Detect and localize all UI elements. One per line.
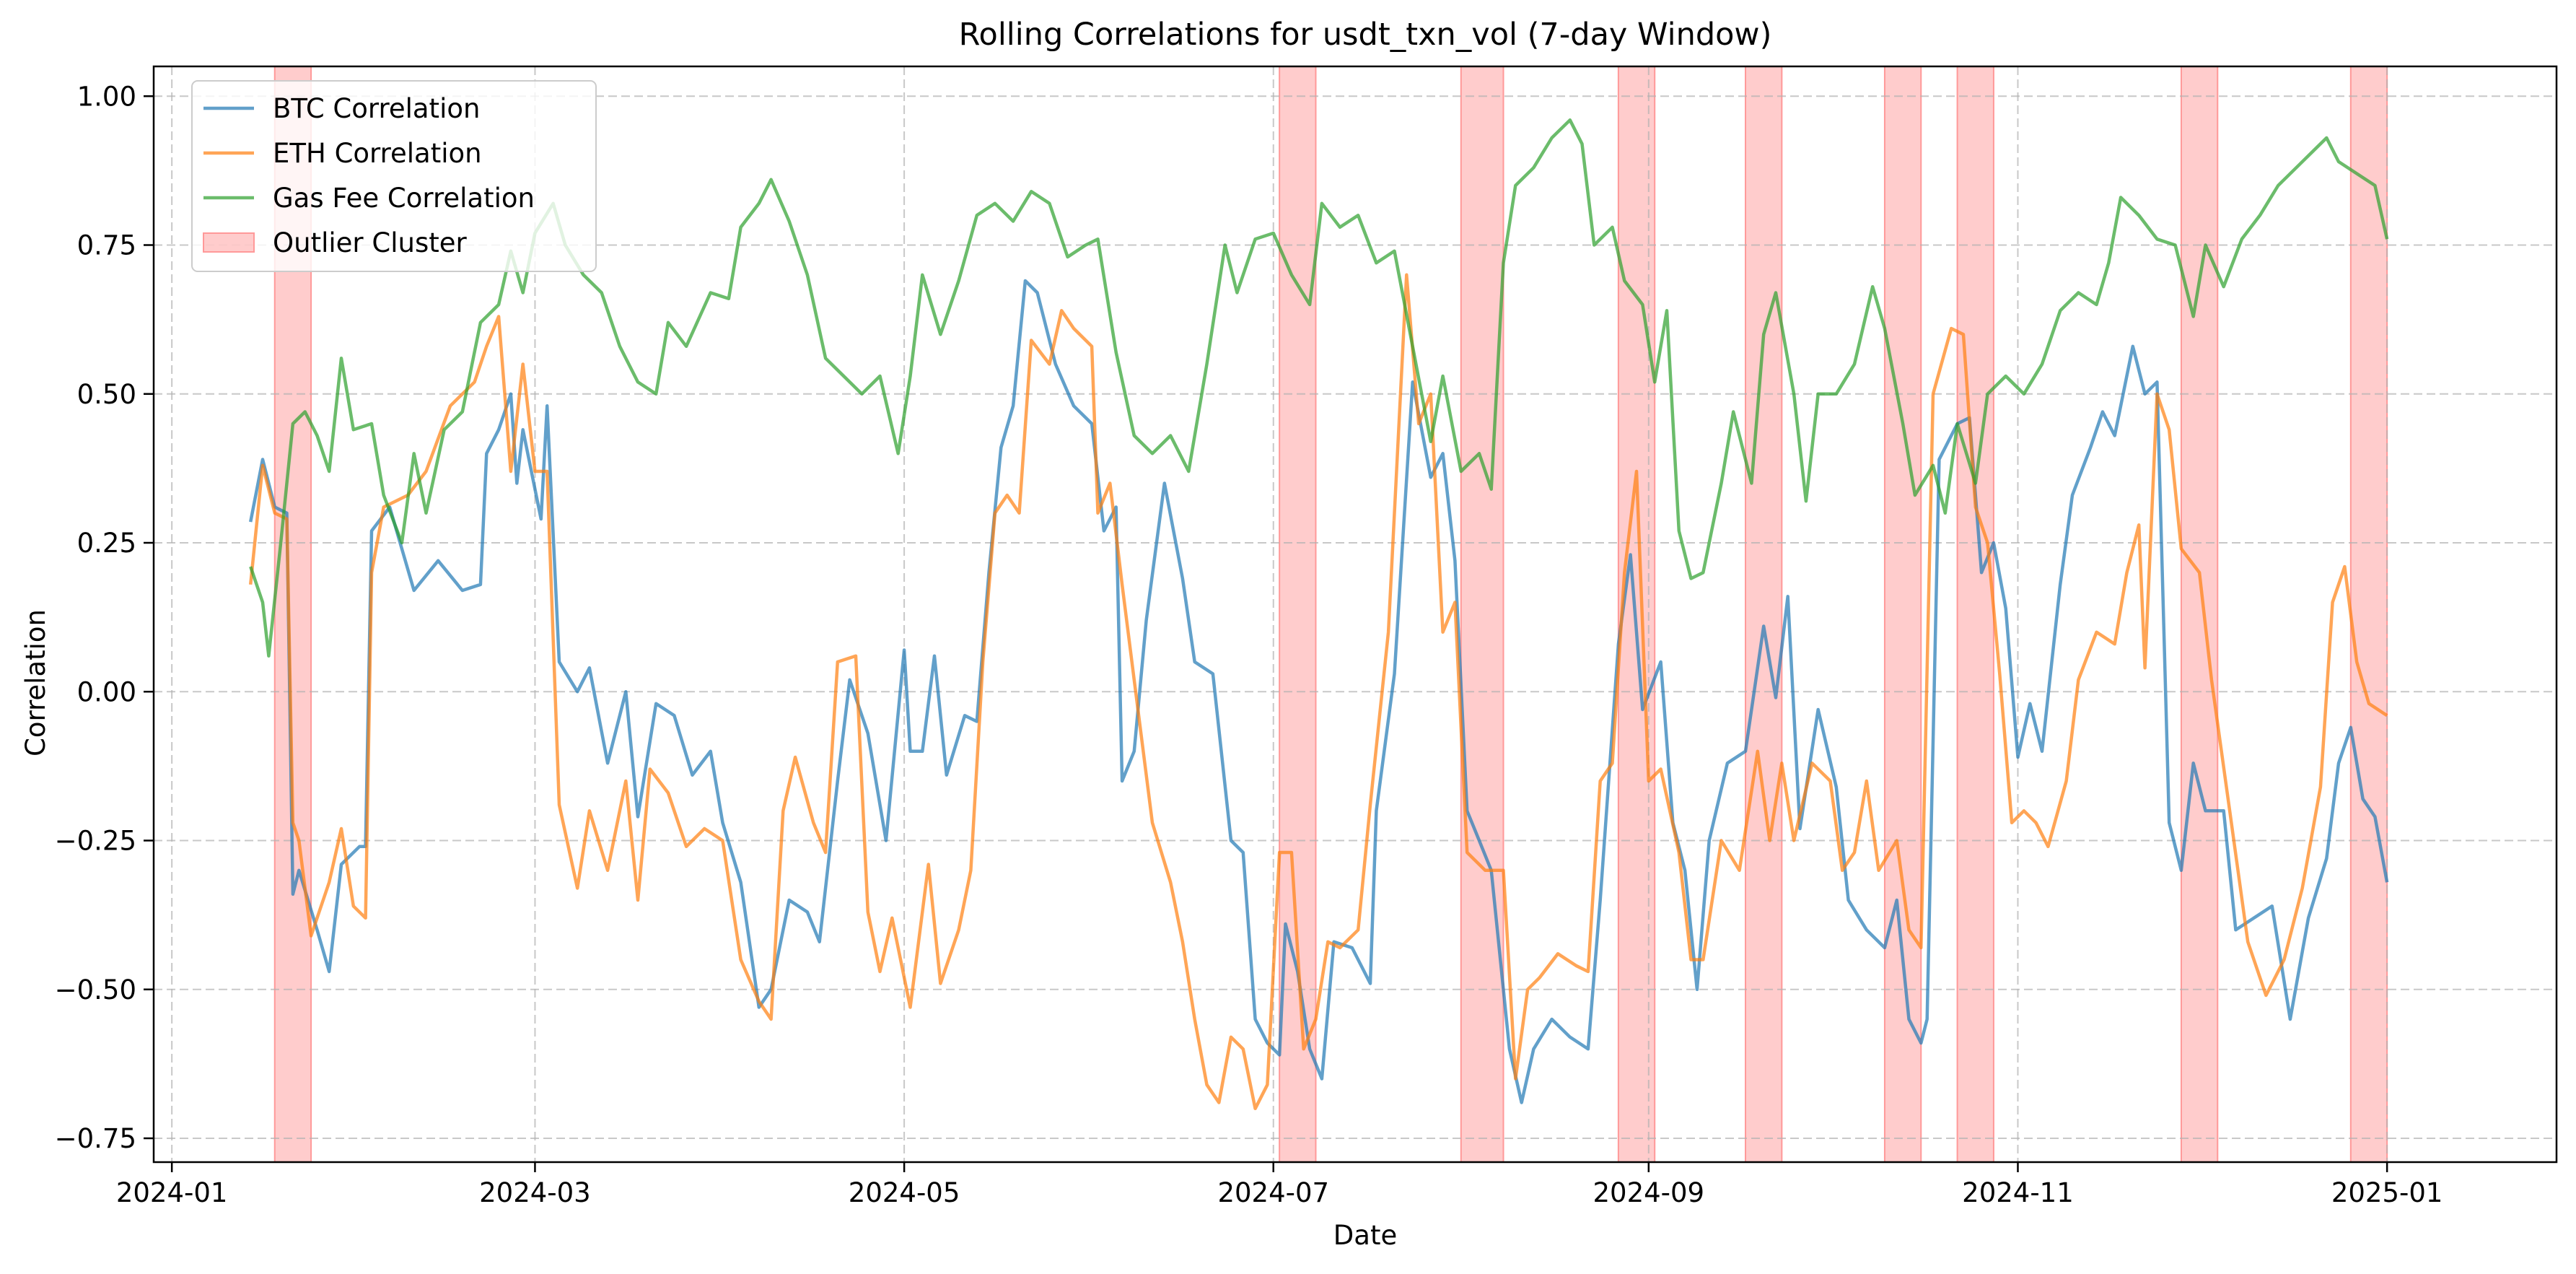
y-tick-label: −0.25 xyxy=(55,826,136,857)
y-tick-label: −0.50 xyxy=(55,974,136,1005)
legend: BTC Correlation ETH Correlation Gas Fee Co… xyxy=(191,80,597,272)
outlier-cluster-span xyxy=(1956,66,1994,1163)
plot-frame xyxy=(152,65,2558,1164)
outlier-cluster-span xyxy=(1279,66,1317,1163)
series-line xyxy=(248,273,2388,1111)
y-tick-label: 1.00 xyxy=(77,81,136,112)
y-tick-label: 0.00 xyxy=(77,676,136,707)
legend-swatch xyxy=(203,232,255,253)
legend-label: ETH Correlation xyxy=(273,138,482,169)
y-tick-label: 0.75 xyxy=(77,230,136,261)
x-tick-label: 2024-03 xyxy=(479,1177,591,1208)
y-tick-label: 0.50 xyxy=(77,379,136,410)
y-tick-label: 0.25 xyxy=(77,528,136,559)
legend-label: Gas Fee Correlation xyxy=(273,183,535,214)
outlier-cluster-span xyxy=(2180,66,2219,1163)
x-tick-label: 2024-05 xyxy=(849,1177,960,1208)
y-axis-ticks: −0.75 −0.50 −0.25 0.00 0.25 0.50 0.75 1.00 xyxy=(55,81,154,1154)
outlier-cluster-span xyxy=(2349,66,2388,1163)
legend-box xyxy=(191,80,597,272)
outlier-cluster-span xyxy=(1460,66,1504,1163)
x-tick-label: 2024-01 xyxy=(116,1177,228,1208)
x-tick-label: 2024-11 xyxy=(1962,1177,2074,1208)
x-axis-ticks: 2024-01 2024-03 2024-05 2024-07 2024-09 2024-… xyxy=(116,1162,2443,1208)
legend-label: BTC Correlation xyxy=(273,93,480,124)
series-line xyxy=(248,279,2389,1104)
chart-title: Rolling Correlations for usdt_txn_vol (7… xyxy=(959,17,1772,53)
legend-label: Outlier Cluster xyxy=(273,227,467,258)
x-tick-label: 2025-01 xyxy=(2331,1177,2443,1208)
x-tick-label: 2024-09 xyxy=(1593,1177,1705,1208)
x-tick-label: 2024-07 xyxy=(1217,1177,1329,1208)
outlier-cluster-span xyxy=(1883,66,1922,1163)
y-tick-label: −0.75 xyxy=(55,1123,136,1154)
outlier-cluster-span xyxy=(1745,66,1783,1163)
y-axis-title: Correlation xyxy=(20,609,51,756)
x-axis-title: Date xyxy=(1333,1220,1397,1251)
